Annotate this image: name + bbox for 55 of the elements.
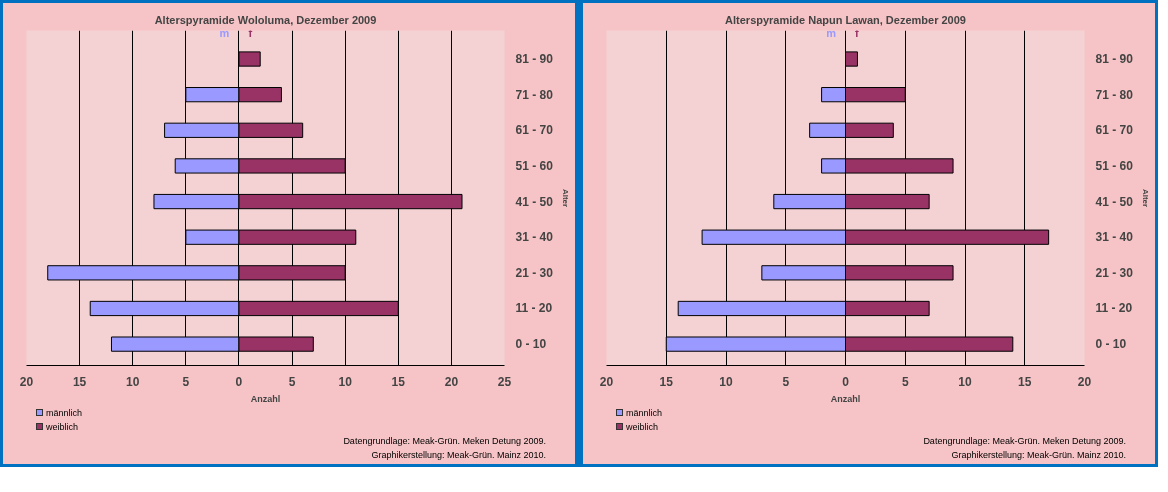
text: Graphikerstellung: Meak-Grün. Mainz 2010. — [371, 448, 546, 462]
x-tick-label: 20 — [1077, 374, 1092, 389]
legend-label: männlich — [46, 408, 83, 418]
x-tick-label: 25 — [497, 374, 512, 389]
y-tick-label: 11 - 20 — [515, 301, 553, 316]
x-tick-label: 5 — [288, 374, 296, 389]
y-tick-label: 0 - 10 — [515, 337, 547, 352]
x-tick-label: 20 — [19, 374, 34, 389]
y-tick-label: 31 - 40 — [515, 230, 554, 245]
y-tick-label: 21 - 30 — [1095, 265, 1134, 280]
x-tick-label: 0 — [235, 374, 243, 389]
x-tick-label: 10 — [338, 374, 353, 389]
bar — [238, 51, 261, 67]
y-tick-label: 41 - 50 — [1095, 194, 1134, 209]
x-tick-label: 5 — [901, 374, 909, 389]
y-tick-label: 51 - 60 — [515, 158, 554, 173]
y-tick-label: 81 - 90 — [1095, 52, 1134, 67]
y-tick-label: 51 - 60 — [1095, 158, 1134, 173]
y-tick-label: 11 - 20 — [1095, 301, 1133, 316]
x-tick-label: 10 — [126, 374, 140, 389]
y-tick-label: 81 - 90 — [515, 52, 554, 67]
x-tick-label: 15 — [659, 374, 674, 389]
x-axis-title: Anzahl — [830, 393, 861, 404]
text: Datengrundlage: Meak-Grün. Meken Detung 2009. — [343, 434, 546, 448]
x-tick-label: 10 — [958, 374, 972, 389]
text: Datengrundlage: Meak-Grün. Meken Detung 2009. — [923, 434, 1126, 448]
bar — [845, 51, 858, 67]
x-tick-label: 10 — [719, 374, 733, 389]
chart-title: Alterspyramide Wololuma, Dezember 2009 — [154, 13, 377, 26]
text: Graphikerstellung: Meak-Grün. Mainz 2010. — [951, 448, 1126, 462]
x-tick-label: 15 — [391, 374, 406, 389]
x-tick-label: 5 — [182, 374, 190, 389]
x-axis-title: Anzahl — [250, 393, 281, 404]
x-tick-label: 0 — [842, 374, 850, 389]
y-tick-label: 61 - 70 — [1095, 123, 1134, 138]
y-tick-label: 61 - 70 — [515, 123, 554, 138]
y-tick-label: 21 - 30 — [515, 265, 554, 280]
x-tick-label: 5 — [782, 374, 790, 389]
y-tick-label: 71 - 80 — [515, 87, 554, 102]
y-tick-label: 41 - 50 — [515, 194, 554, 209]
y-tick-label: 31 - 40 — [1095, 230, 1134, 245]
y-tick-label: 71 - 80 — [1095, 87, 1134, 102]
annotation: m — [219, 27, 230, 40]
annotation: m — [826, 27, 837, 40]
y-axis-title: Alter — [1140, 188, 1150, 208]
legend-label: männlich — [626, 408, 663, 418]
x-tick-label: 15 — [72, 374, 87, 389]
x-tick-label: 20 — [599, 374, 614, 389]
legend-label: weiblich — [626, 421, 659, 432]
x-tick-label: 20 — [444, 374, 459, 389]
y-axis-title: Alter — [560, 188, 570, 208]
x-tick-label: 15 — [1018, 374, 1032, 389]
legend-label: weiblich — [46, 421, 79, 432]
y-tick-label: 0 - 10 — [1095, 337, 1127, 352]
chart-title: Alterspyramide Napun Lawan, Dezember 2009 — [725, 13, 966, 26]
